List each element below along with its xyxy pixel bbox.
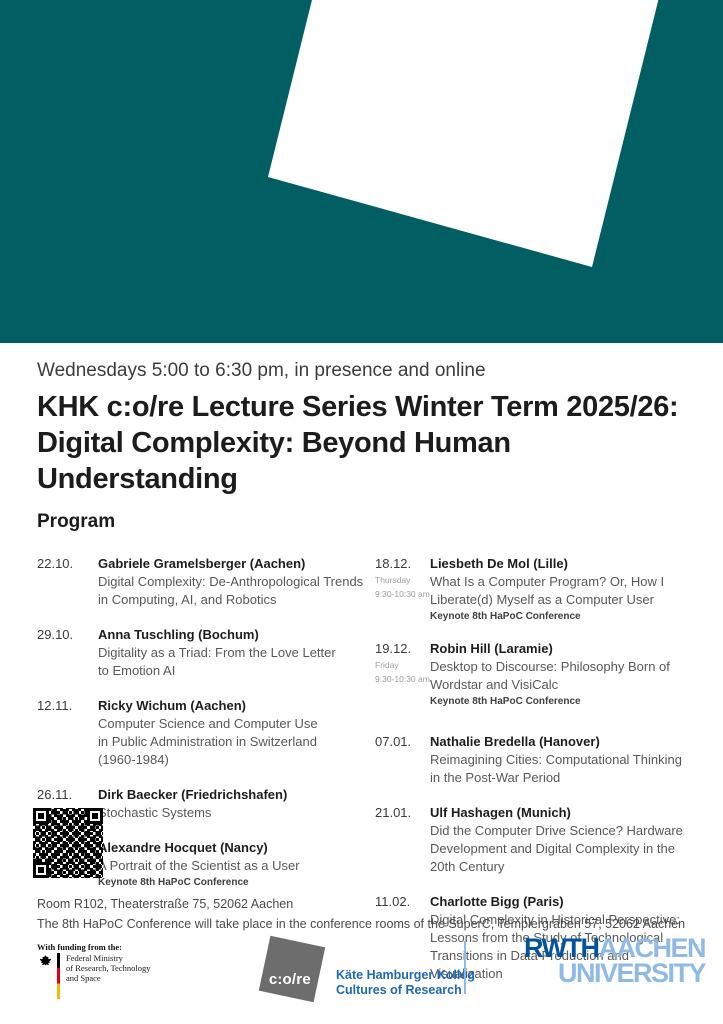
- program-entry: 18.12. Thursday 9:30-10:30 am Liesbeth D…: [375, 555, 693, 623]
- entry-title: Did the Computer Drive Science? Hardware…: [430, 823, 683, 874]
- program-entry: 11.02. Charlotte Bigg (Paris) Digital Co…: [375, 893, 693, 983]
- entry-title: What Is a Computer Program? Or, How I Li…: [430, 574, 665, 607]
- program-entry: 17.12. Alexandre Hocquet (Nancy) A Portr…: [37, 839, 375, 889]
- entry-speaker: Alexandre Hocquet (Nancy): [98, 840, 268, 855]
- rwth-wordmark: RWTHAACHEN UNIVERSITY: [523, 933, 707, 988]
- entry-date: 19.12.: [375, 641, 412, 656]
- entry-time: 9:30-10:30 am: [375, 589, 430, 599]
- federal-eagle-icon: [39, 955, 52, 966]
- entry-title: Desktop to Discourse: Philosophy Born of…: [430, 659, 670, 692]
- core-logo: c:o/re: [258, 935, 326, 1003]
- entry-day: Friday: [375, 660, 399, 670]
- entry-date: 22.10.: [37, 556, 74, 571]
- header-banner: [0, 0, 723, 343]
- program-entry: 22.10. Gabriele Gramelsberger (Aachen) D…: [37, 555, 375, 609]
- program-entry: 29.10. Anna Tuschling (Bochum) Digitalit…: [37, 626, 375, 680]
- program-entry: 19.12. Friday 9:30-10:30 am Robin Hill (…: [375, 640, 693, 708]
- rotated-square-decoration: [268, 0, 659, 267]
- qr-code: [33, 808, 103, 878]
- entry-keynote: Keynote 8th HaPoC Conference: [430, 611, 581, 622]
- entry-keynote: Keynote 8th HaPoC Conference: [98, 877, 249, 888]
- entry-date: 26.11.: [37, 787, 73, 802]
- room-line: Room R102, Theaterstraße 75, 52062 Aache…: [37, 896, 294, 911]
- qr-finder: [33, 808, 49, 824]
- entry-title: Stochastic Systems: [98, 805, 212, 820]
- program-entry: 12.11. Ricky Wichum (Aachen) Computer Sc…: [37, 697, 375, 769]
- qr-finder: [33, 862, 49, 878]
- entry-title: Computer Science and Computer Use in Pub…: [98, 716, 318, 767]
- qr-finder: [87, 808, 103, 824]
- entry-speaker: Nathalie Bredella (Hanover): [430, 734, 600, 749]
- program-heading: Program: [37, 511, 116, 532]
- german-flag-stripe: [57, 953, 60, 999]
- entry-day: Thursday: [375, 575, 411, 585]
- entry-title: Digital Complexity in Historical Perspec…: [430, 912, 680, 981]
- conference-line: The 8th HaPoC Conference will take place…: [37, 916, 686, 931]
- entry-speaker: Gabriele Gramelsberger (Aachen): [98, 556, 306, 571]
- rwth-city: AACHEN: [598, 933, 706, 963]
- entry-time: 9:30-10:30 am: [375, 674, 430, 684]
- entry-date: 18.12.: [375, 556, 412, 571]
- program-entry: 21.01. Ulf Hashagen (Munich) Did the Com…: [375, 804, 693, 876]
- entry-speaker: Charlotte Bigg (Paris): [430, 894, 564, 909]
- rwth-word: RWTH: [523, 933, 600, 963]
- khk-wordmark: Käte Hamburger Kolleg Cultures of Resear…: [336, 968, 475, 997]
- entry-speaker: Ulf Hashagen (Munich): [430, 805, 571, 820]
- entry-title: Digitality as a Triad: From the Love Let…: [98, 645, 336, 678]
- entry-speaker: Robin Hill (Laramie): [430, 641, 553, 656]
- schedule-line: Wednesdays 5:00 to 6:30 pm, in presence …: [37, 360, 486, 381]
- entry-keynote: Keynote 8th HaPoC Conference: [430, 696, 581, 707]
- page-title: KHK c:o/re Lecture Series Winter Term 20…: [37, 391, 679, 495]
- entry-title: A Portrait of the Scientist as a User: [98, 858, 300, 873]
- program-entry: 26.11. Dirk Baecker (Friedrichshafen) St…: [37, 786, 375, 822]
- entry-speaker: Liesbeth De Mol (Lille): [430, 556, 568, 571]
- ministry-logo: Federal Ministry of Research, Technology…: [38, 953, 150, 999]
- program-columns: 22.10. Gabriele Gramelsberger (Aachen) D…: [37, 555, 693, 1000]
- rwth-university: UNIVERSITY: [557, 958, 707, 988]
- program-column-left: 22.10. Gabriele Gramelsberger (Aachen) D…: [37, 555, 375, 1000]
- entry-date: 12.11.: [37, 698, 73, 713]
- entry-speaker: Ricky Wichum (Aachen): [98, 698, 246, 713]
- program-entry: 07.01. Nathalie Bredella (Hanover) Reima…: [375, 733, 693, 787]
- entry-date: 07.01.: [375, 734, 412, 749]
- program-column-right: 18.12. Thursday 9:30-10:30 am Liesbeth D…: [375, 555, 693, 1000]
- entry-title: Digital Complexity: De-Anthropological T…: [98, 574, 364, 607]
- entry-speaker: Anna Tuschling (Bochum): [98, 627, 259, 642]
- entry-date: 21.01.: [375, 805, 412, 820]
- core-logo-label: c:o/re: [268, 970, 311, 988]
- entry-date: 29.10.: [37, 627, 74, 642]
- entry-speaker: Dirk Baecker (Friedrichshafen): [98, 787, 288, 802]
- logo-divider: [464, 941, 466, 994]
- content-area: Wednesdays 5:00 to 6:30 pm, in presence …: [0, 343, 723, 1000]
- entry-date: 11.02.: [375, 894, 411, 909]
- ministry-name: Federal Ministry of Research, Technology…: [66, 953, 151, 983]
- entry-title: Reimagining Cities: Computational Thinki…: [430, 752, 682, 785]
- funding-label: With funding from the:: [37, 941, 122, 952]
